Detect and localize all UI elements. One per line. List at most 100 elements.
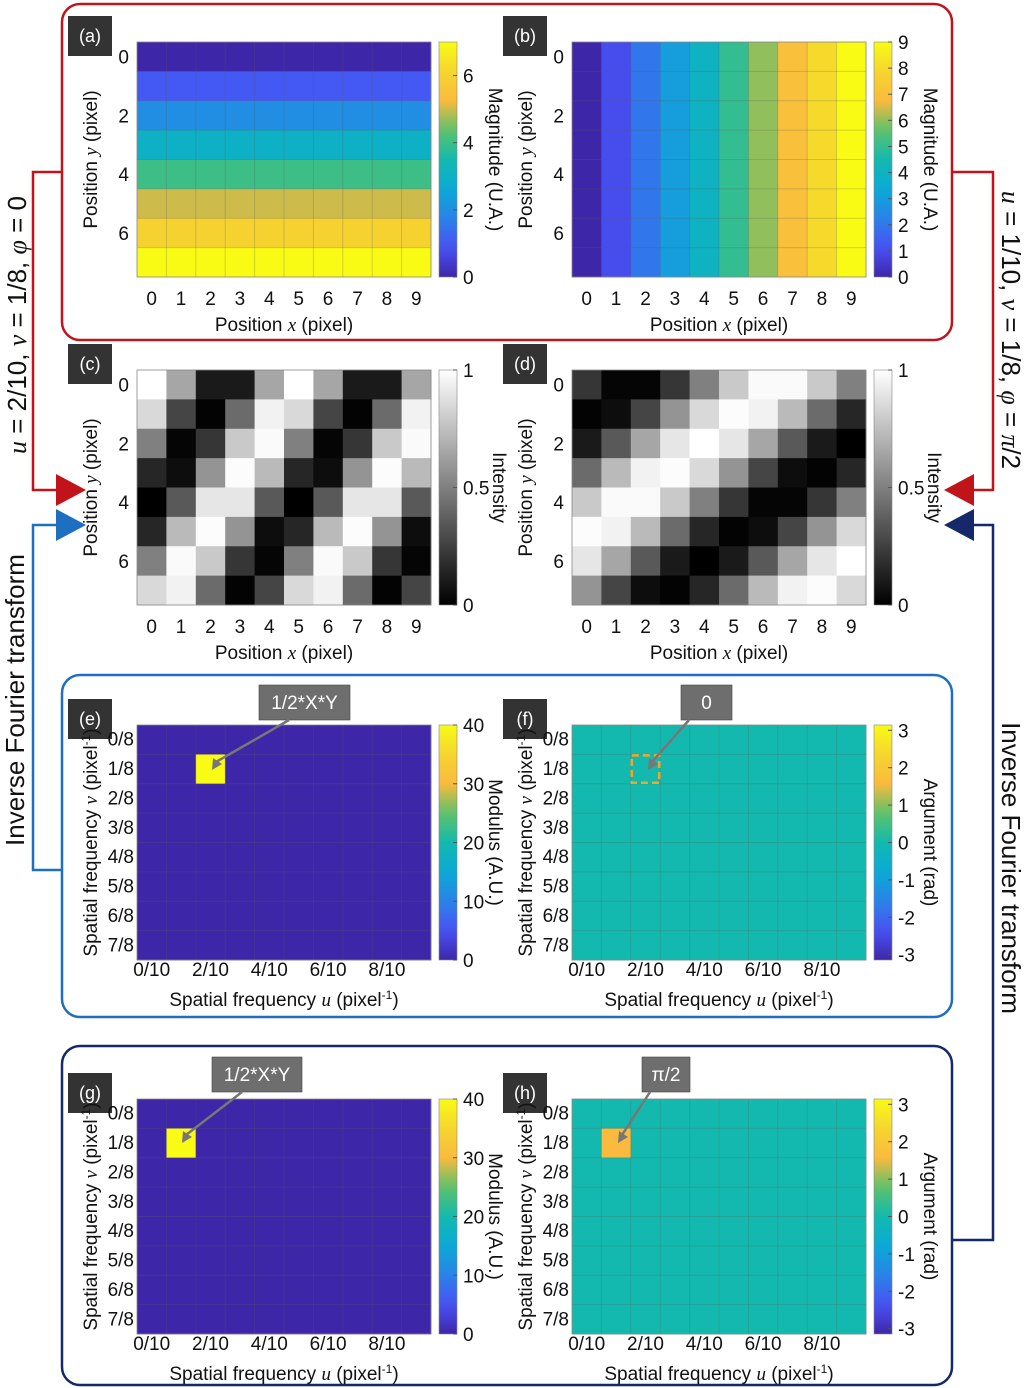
heatmap-cell bbox=[401, 1187, 432, 1217]
heatmap-cell bbox=[601, 159, 632, 190]
label-part: φ bbox=[3, 240, 32, 254]
heatmap-cell bbox=[660, 1304, 690, 1335]
heatmap-cell bbox=[137, 71, 167, 102]
heatmap-cell bbox=[195, 725, 226, 755]
colorbar-tick-label: 0 bbox=[463, 268, 474, 289]
y-tick-label: 0/8 bbox=[543, 730, 569, 751]
colorbar-tick-label: -2 bbox=[898, 908, 915, 929]
heatmap-cell bbox=[225, 71, 255, 102]
y-tick-label: 2 bbox=[118, 106, 129, 127]
y-tick-label: 1/8 bbox=[543, 759, 569, 780]
annotation-text: 1/2*X*Y bbox=[271, 693, 338, 714]
connector-left-red bbox=[31, 170, 62, 492]
heatmap-cell bbox=[254, 575, 285, 606]
heatmap-cell bbox=[225, 100, 255, 131]
heatmap-cell bbox=[284, 516, 314, 547]
y-tick-label: 6 bbox=[118, 552, 129, 573]
heatmap-cell bbox=[254, 1245, 285, 1276]
heatmap-cell bbox=[660, 458, 690, 488]
x-tick-label: 6 bbox=[758, 617, 769, 638]
heatmap-cell bbox=[630, 901, 661, 932]
x-tick-label: 0/10 bbox=[568, 1334, 605, 1355]
label-part: (pixel bbox=[516, 1119, 537, 1170]
heatmap-cell bbox=[195, 516, 226, 547]
left-transform-label: Inverse Fourier transform bbox=[0, 554, 30, 846]
heatmap-cell bbox=[719, 1128, 749, 1159]
y-tick-label: 2/8 bbox=[543, 788, 569, 809]
heatmap-cell bbox=[572, 487, 602, 518]
heatmap-cell bbox=[689, 130, 720, 160]
heatmap-cell bbox=[166, 218, 197, 249]
heatmap-cell bbox=[137, 842, 167, 873]
heatmap-cell bbox=[630, 1275, 661, 1306]
heatmap-cell bbox=[166, 130, 197, 160]
heatmap-cell bbox=[372, 783, 402, 814]
heatmap-cell bbox=[137, 901, 167, 932]
y-tick-label: 0/8 bbox=[108, 1104, 134, 1125]
heatmap-cell bbox=[748, 370, 779, 400]
arrow-head-icon bbox=[212, 758, 222, 770]
colorbar-tick-label: 0 bbox=[463, 951, 474, 972]
heatmap-cell bbox=[195, 871, 226, 902]
heatmap-cell bbox=[225, 930, 255, 961]
heatmap-cell bbox=[225, 218, 255, 249]
x-axis-label: Spatial frequency u (pixel-1) bbox=[604, 988, 833, 1011]
heatmap-cell bbox=[342, 1304, 373, 1335]
panel-tag-box bbox=[503, 344, 547, 384]
heatmap-cell bbox=[689, 842, 720, 873]
heatmap-cell bbox=[254, 1187, 285, 1217]
heatmap-cell bbox=[195, 458, 226, 488]
annotation-arrow-line bbox=[620, 1091, 652, 1136]
heatmap-cell bbox=[748, 546, 779, 577]
label-part: -1 bbox=[79, 734, 93, 745]
heatmap-cell bbox=[748, 188, 779, 219]
heatmap-cell bbox=[601, 783, 632, 814]
label-part: (pixel bbox=[766, 990, 817, 1011]
heatmap-cell bbox=[689, 1099, 720, 1129]
y-tick-label: 0 bbox=[553, 376, 564, 397]
heatmap-cell bbox=[342, 487, 373, 518]
heatmap-cell bbox=[284, 1216, 314, 1247]
heatmap-cell bbox=[748, 901, 779, 932]
arrow-head-icon bbox=[618, 1131, 628, 1143]
heatmap-cell bbox=[137, 813, 167, 843]
label-part: Position bbox=[516, 156, 537, 229]
colorbar-tick-label: 10 bbox=[463, 892, 484, 913]
heatmap-cell bbox=[572, 100, 602, 131]
label-part: (pixel) bbox=[81, 90, 102, 147]
heatmap-cell bbox=[807, 370, 837, 400]
heatmap-cell bbox=[719, 1245, 749, 1276]
heatmap-cell bbox=[660, 370, 690, 400]
heatmap-cell bbox=[660, 725, 690, 755]
heatmap-cell bbox=[836, 247, 867, 278]
y-axis-label: Position y (pixel) bbox=[81, 418, 102, 556]
heatmap-cell bbox=[777, 130, 808, 160]
heatmap-cell bbox=[342, 901, 373, 932]
heatmap-cell bbox=[401, 725, 432, 755]
y-tick-label: 3/8 bbox=[108, 818, 134, 839]
heatmap-cell bbox=[836, 100, 867, 131]
label-part: Spatial frequency bbox=[81, 805, 102, 957]
heatmap-cell bbox=[807, 813, 837, 843]
label-part: Position bbox=[516, 484, 537, 557]
heatmap-cell bbox=[777, 458, 808, 488]
heatmap-cell bbox=[777, 71, 808, 102]
y-axis-label: Position y (pixel) bbox=[81, 90, 102, 228]
heatmap-cell bbox=[660, 100, 690, 131]
y-tick-label: 5/8 bbox=[108, 1251, 134, 1272]
heatmap-cell bbox=[630, 130, 661, 160]
panel-tag: (d) bbox=[514, 354, 536, 374]
colorbar-tick-label: 9 bbox=[898, 33, 909, 54]
x-tick-label: 2/10 bbox=[192, 960, 229, 981]
label-part: ) bbox=[81, 728, 102, 734]
heatmap-cell bbox=[225, 1187, 255, 1217]
heatmap-cell bbox=[254, 1304, 285, 1335]
arrow-head-icon bbox=[182, 1131, 192, 1143]
heatmap-cell bbox=[284, 1245, 314, 1276]
heatmap-cell bbox=[372, 516, 402, 547]
x-tick-label: 8 bbox=[817, 289, 828, 310]
heatmap-cell bbox=[660, 930, 690, 961]
heatmap-cell bbox=[689, 1275, 720, 1306]
heatmap-cell bbox=[284, 159, 314, 190]
label-part: Spatial frequency bbox=[81, 1179, 102, 1331]
